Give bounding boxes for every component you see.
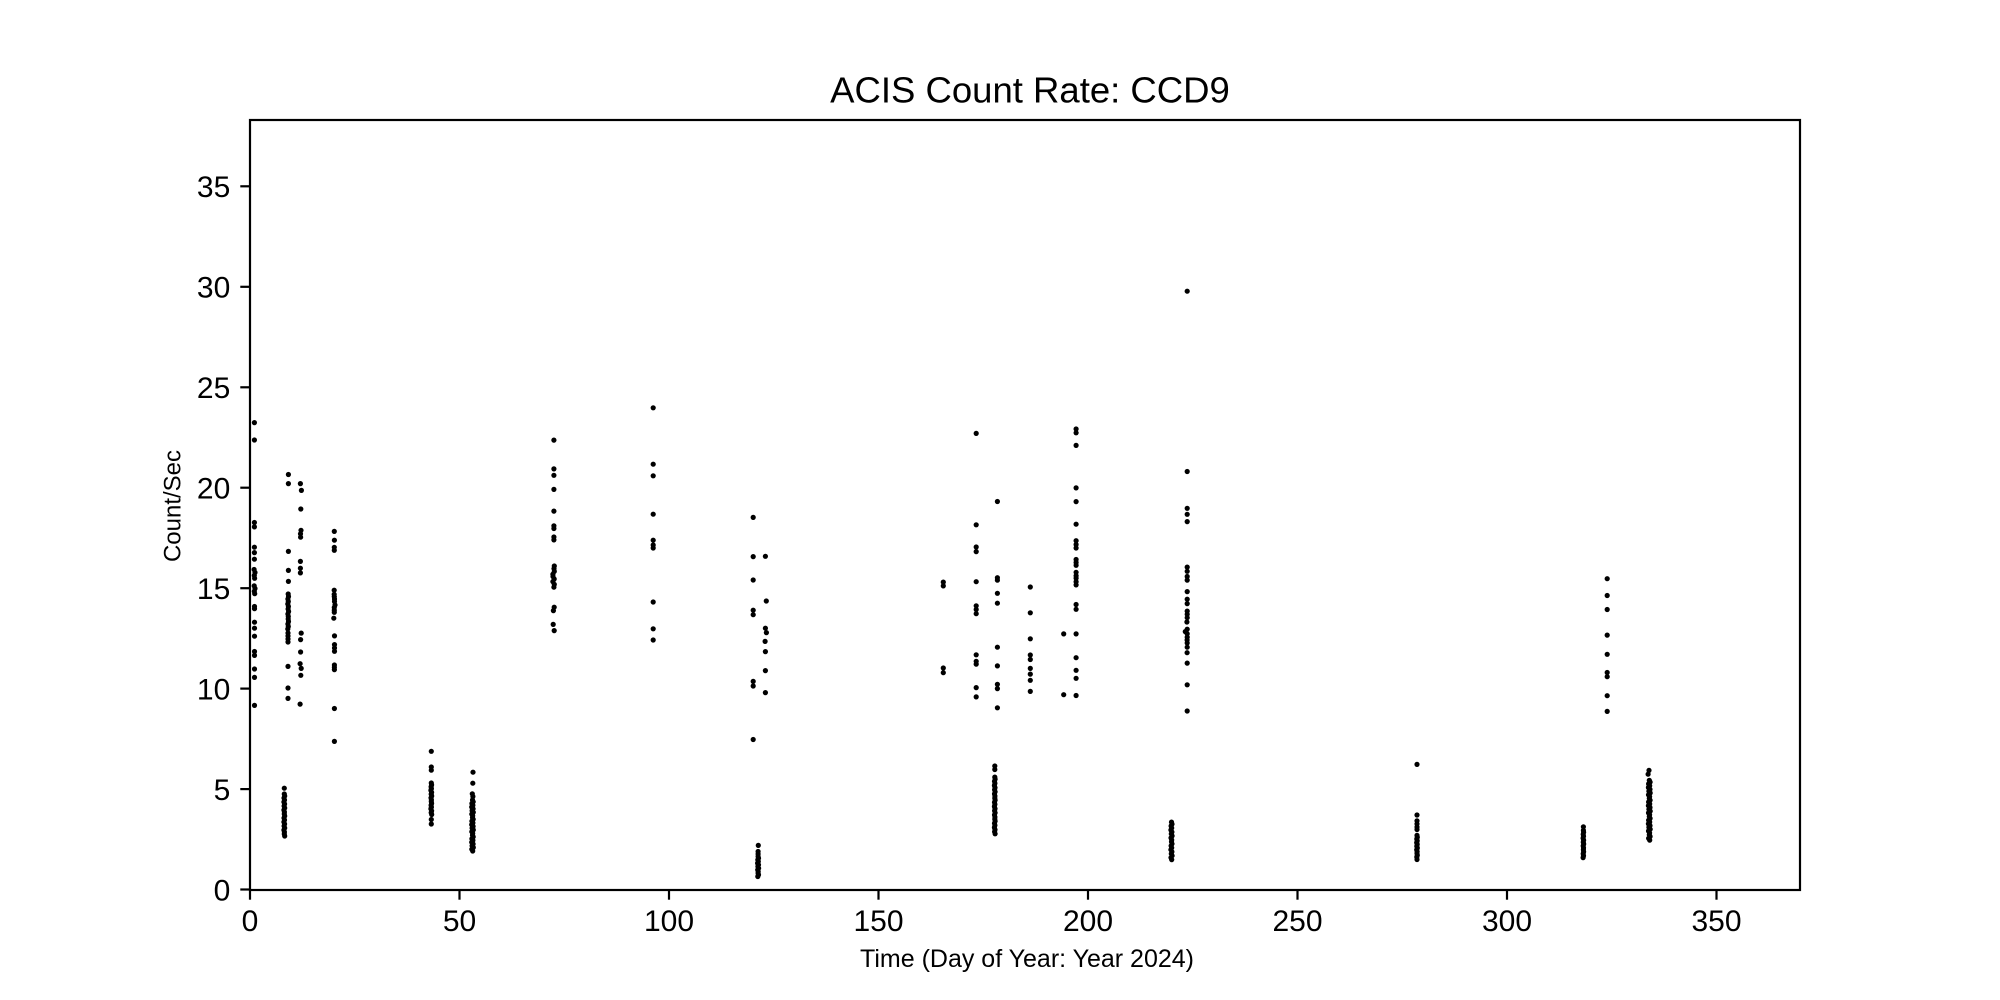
- svg-text:15: 15: [197, 573, 230, 606]
- svg-text:Time (Day of Year: Year 2024): Time (Day of Year: Year 2024): [860, 945, 1194, 973]
- svg-text:10: 10: [197, 673, 230, 706]
- svg-text:0: 0: [214, 874, 231, 907]
- svg-text:25: 25: [197, 372, 230, 405]
- svg-text:300: 300: [1482, 905, 1532, 938]
- svg-text:100: 100: [644, 905, 694, 938]
- svg-text:200: 200: [1063, 905, 1113, 938]
- svg-text:20: 20: [197, 473, 230, 506]
- svg-text:50: 50: [443, 905, 476, 938]
- svg-text:0: 0: [242, 905, 259, 938]
- svg-text:ACIS Count Rate: CCD9: ACIS Count Rate: CCD9: [830, 70, 1230, 111]
- svg-text:5: 5: [214, 774, 231, 807]
- svg-text:30: 30: [197, 272, 230, 305]
- svg-text:150: 150: [853, 905, 903, 938]
- svg-text:250: 250: [1272, 905, 1322, 938]
- svg-text:35: 35: [197, 171, 230, 204]
- svg-text:350: 350: [1691, 905, 1741, 938]
- svg-text:Count/Sec: Count/Sec: [160, 450, 187, 562]
